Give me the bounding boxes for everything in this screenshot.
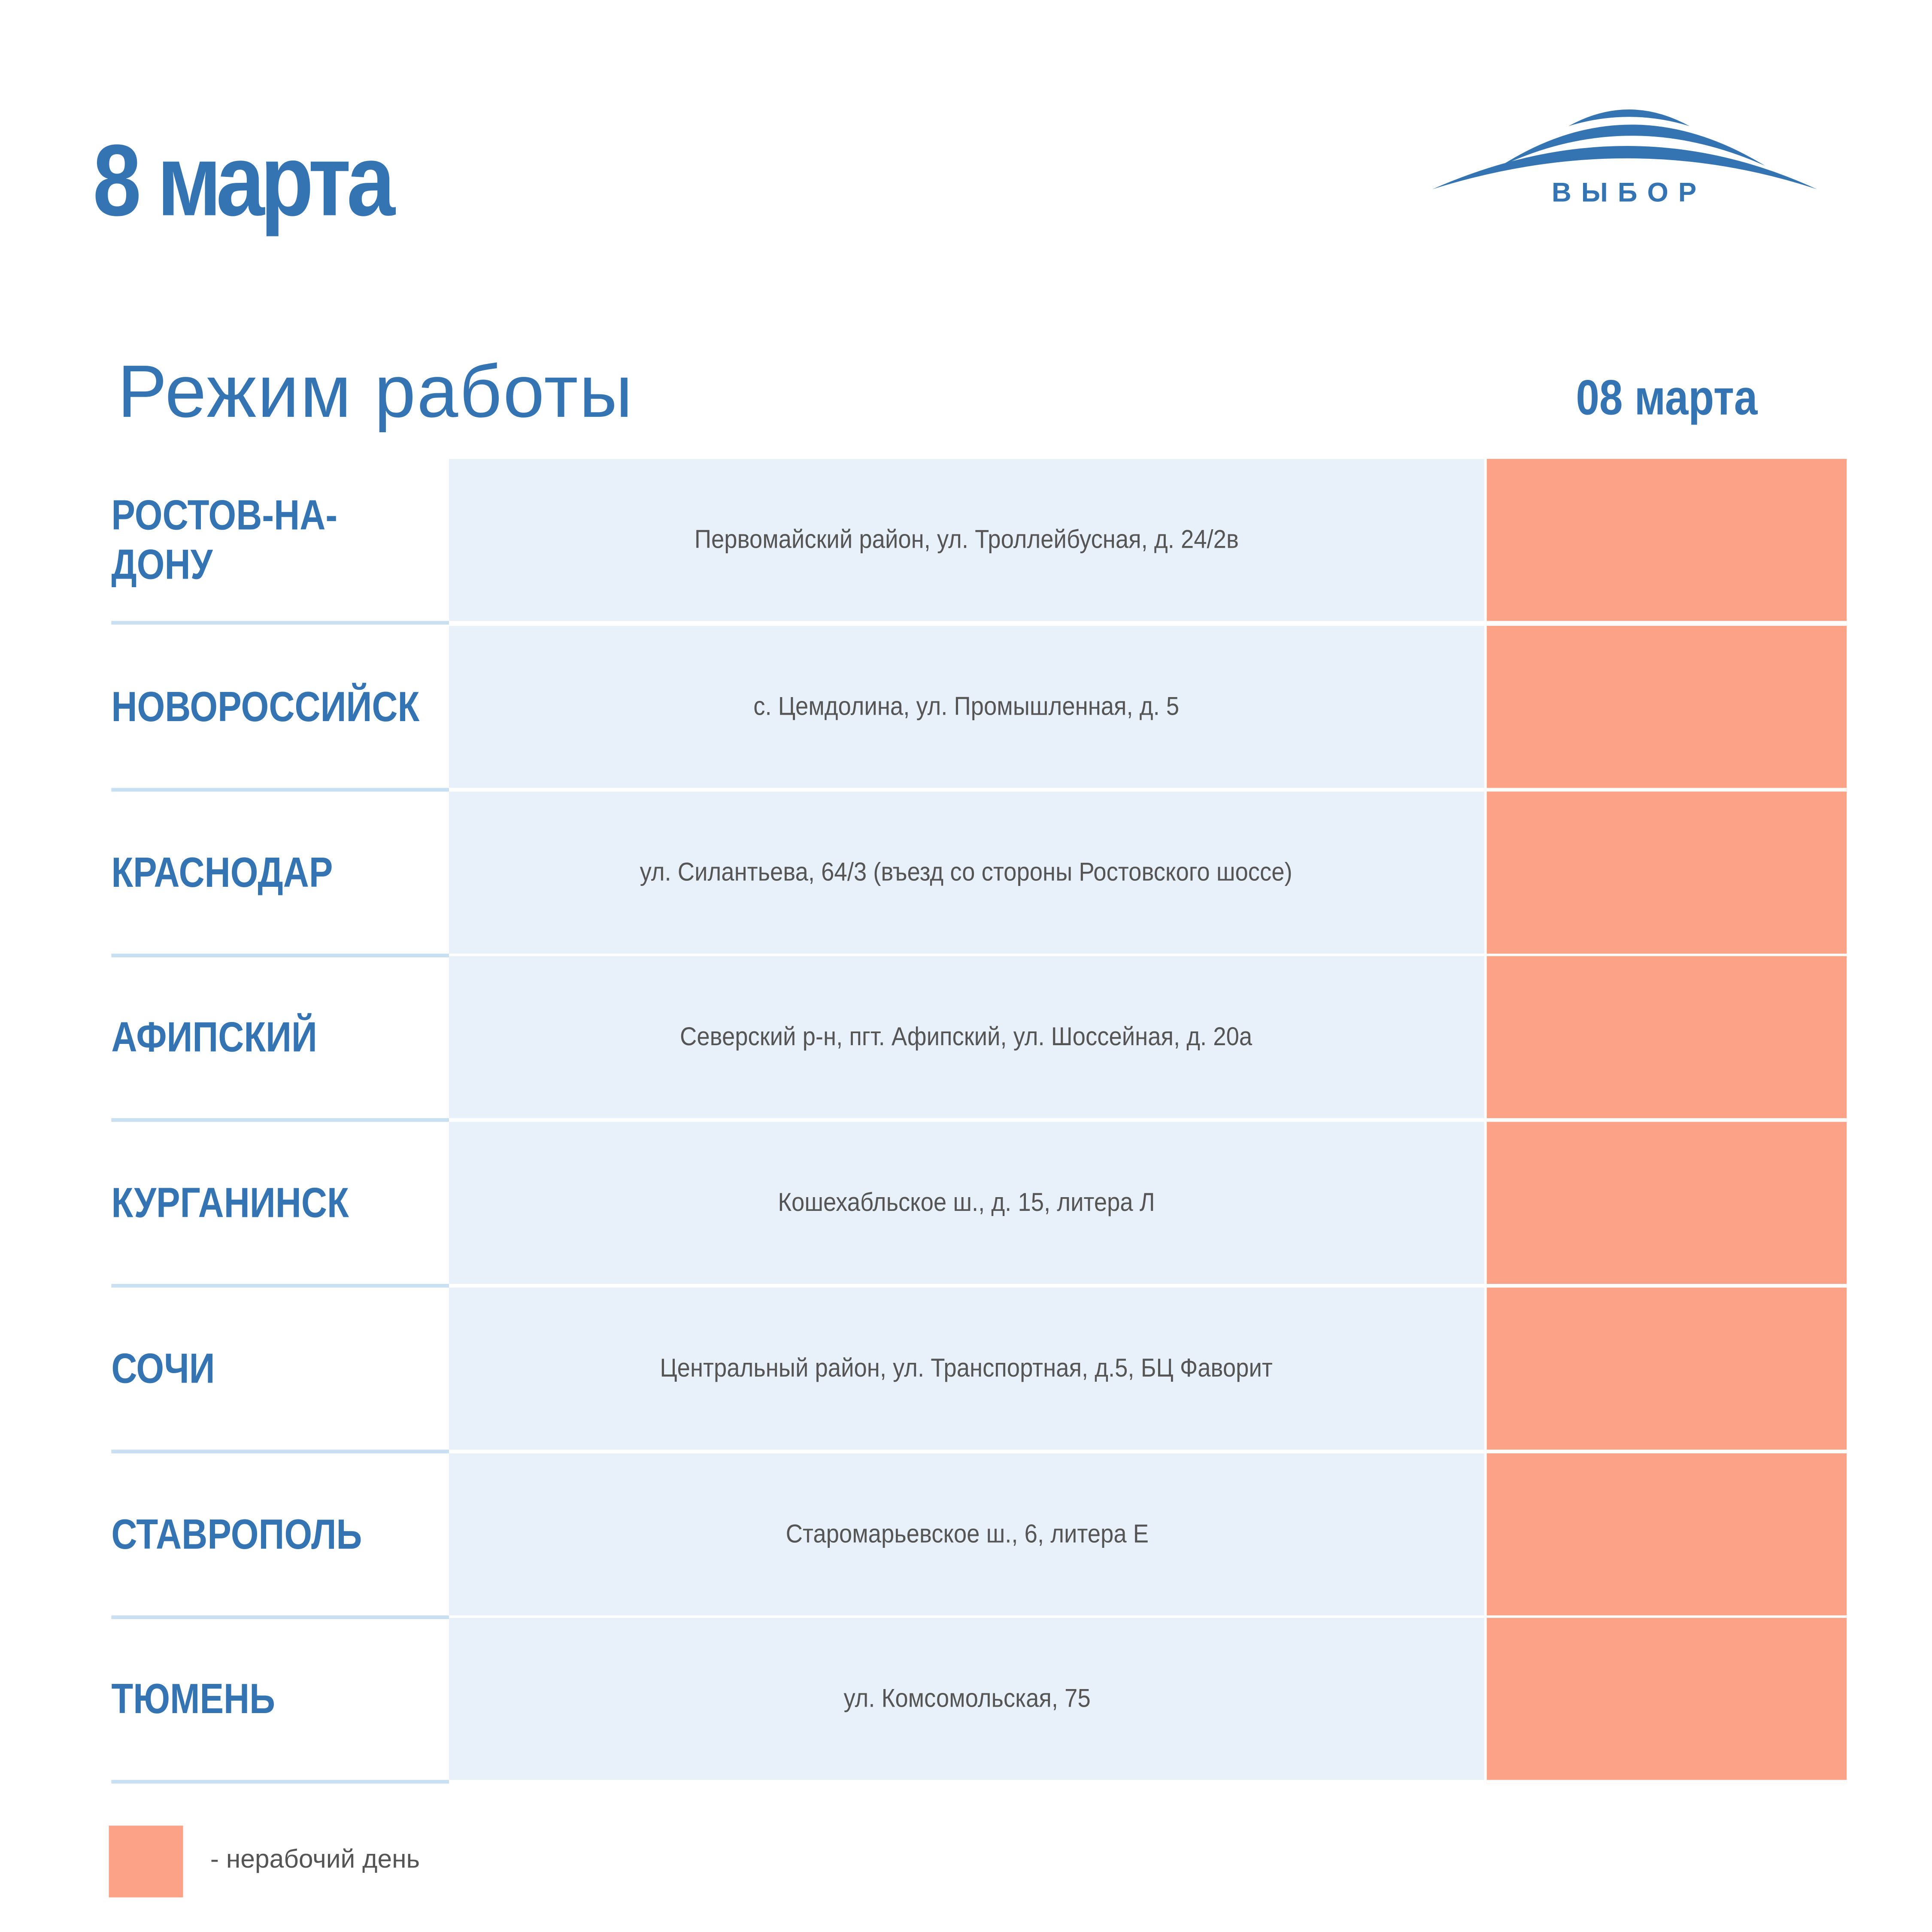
non-working-day-cell (1486, 1453, 1847, 1620)
city-cell: СОЧИ (111, 1288, 449, 1453)
table-row: СОЧИ Центральный район, ул. Транспортная… (111, 1287, 1847, 1453)
city-cell: КРАСНОДАР (111, 792, 449, 958)
logo-text: ВЫБОР (1552, 178, 1706, 208)
table-row: КРАСНОДАР ул. Силантьева, 64/3 (въезд со… (111, 792, 1847, 958)
address-text: ул. Силантьева, 64/3 (въезд со стороны Р… (640, 858, 1293, 886)
non-working-day-cell (1486, 459, 1847, 625)
city-name: РОСТОВ-НА-ДОНУ (111, 491, 338, 588)
city-name: ТЮМЕНЬ (111, 1675, 276, 1723)
address-text: Центральный район, ул. Транспортная, д.5… (660, 1353, 1273, 1383)
address-cell: ул. Комсомольская, 75 (449, 1618, 1484, 1784)
address-cell: Старомарьевское ш., 6, литера Е (449, 1453, 1484, 1620)
address-text: ул. Комсомольская, 75 (843, 1684, 1090, 1713)
city-name: КУРГАНИНСК (111, 1179, 349, 1227)
non-working-day-cell (1486, 956, 1847, 1122)
city-cell: АФИПСКИЙ (111, 956, 449, 1122)
vybor-logo: ВЫБОР (1432, 109, 1817, 208)
city-name: КРАСНОДАР (111, 849, 333, 896)
table-row: РОСТОВ-НА-ДОНУ Первомайский район, ул. Т… (111, 459, 1847, 625)
city-name: АФИПСКИЙ (111, 1013, 317, 1061)
page-title: 8 марта (93, 125, 395, 238)
date-column-header: 08 марта (1576, 371, 1758, 426)
address-cell: Кошехабльское ш., д. 15, литера Л (449, 1122, 1484, 1288)
address-text: Северский р-н, пгт. Афипский, ул. Шоссей… (680, 1022, 1253, 1051)
address-cell: Первомайский район, ул. Троллейбусная, д… (449, 459, 1484, 625)
table-row: СТАВРОПОЛЬ Старомарьевское ш., 6, литера… (111, 1453, 1847, 1620)
legend-label: - нерабочий день (210, 1845, 420, 1874)
non-working-day-cell (1486, 792, 1847, 958)
city-name: СТАВРОПОЛЬ (111, 1510, 362, 1558)
address-text: с. Цемдолина, ул. Промышленная, д. 5 (754, 692, 1180, 721)
non-working-day-cell (1486, 1287, 1847, 1453)
address-cell: Центральный район, ул. Транспортная, д.5… (449, 1287, 1484, 1453)
address-text: Первомайский район, ул. Троллейбусная, д… (694, 525, 1239, 554)
address-cell: с. Цемдолина, ул. Промышленная, д. 5 (449, 626, 1484, 792)
legend-swatch (109, 1826, 183, 1898)
address-cell: Северский р-н, пгт. Афипский, ул. Шоссей… (449, 956, 1484, 1122)
address-cell: ул. Силантьева, 64/3 (въезд со стороны Р… (449, 792, 1484, 958)
city-name: СОЧИ (111, 1345, 215, 1392)
table-row: ТЮМЕНЬ ул. Комсомольская, 75 (111, 1618, 1847, 1784)
table-row: НОВОРОССИЙСК с. Цемдолина, ул. Промышлен… (111, 626, 1847, 792)
city-cell: НОВОРОССИЙСК (111, 626, 449, 792)
non-working-day-cell (1486, 626, 1847, 792)
table-row: КУРГАНИНСК Кошехабльское ш., д. 15, лите… (111, 1122, 1847, 1288)
table-row: АФИПСКИЙ Северский р-н, пгт. Афипский, у… (111, 956, 1847, 1122)
non-working-day-cell (1486, 1122, 1847, 1288)
city-cell: СТАВРОПОЛЬ (111, 1453, 449, 1620)
address-text: Кошехабльское ш., д. 15, литера Л (778, 1188, 1156, 1217)
city-name: НОВОРОССИЙСК (111, 683, 420, 731)
address-text: Старомарьевское ш., 6, литера Е (785, 1520, 1148, 1548)
schedule-subtitle: Режим работы (117, 350, 634, 433)
city-cell: ТЮМЕНЬ (111, 1618, 449, 1784)
city-cell: РОСТОВ-НА-ДОНУ (111, 459, 449, 625)
non-working-day-cell (1486, 1618, 1847, 1784)
city-cell: КУРГАНИНСК (111, 1122, 449, 1288)
